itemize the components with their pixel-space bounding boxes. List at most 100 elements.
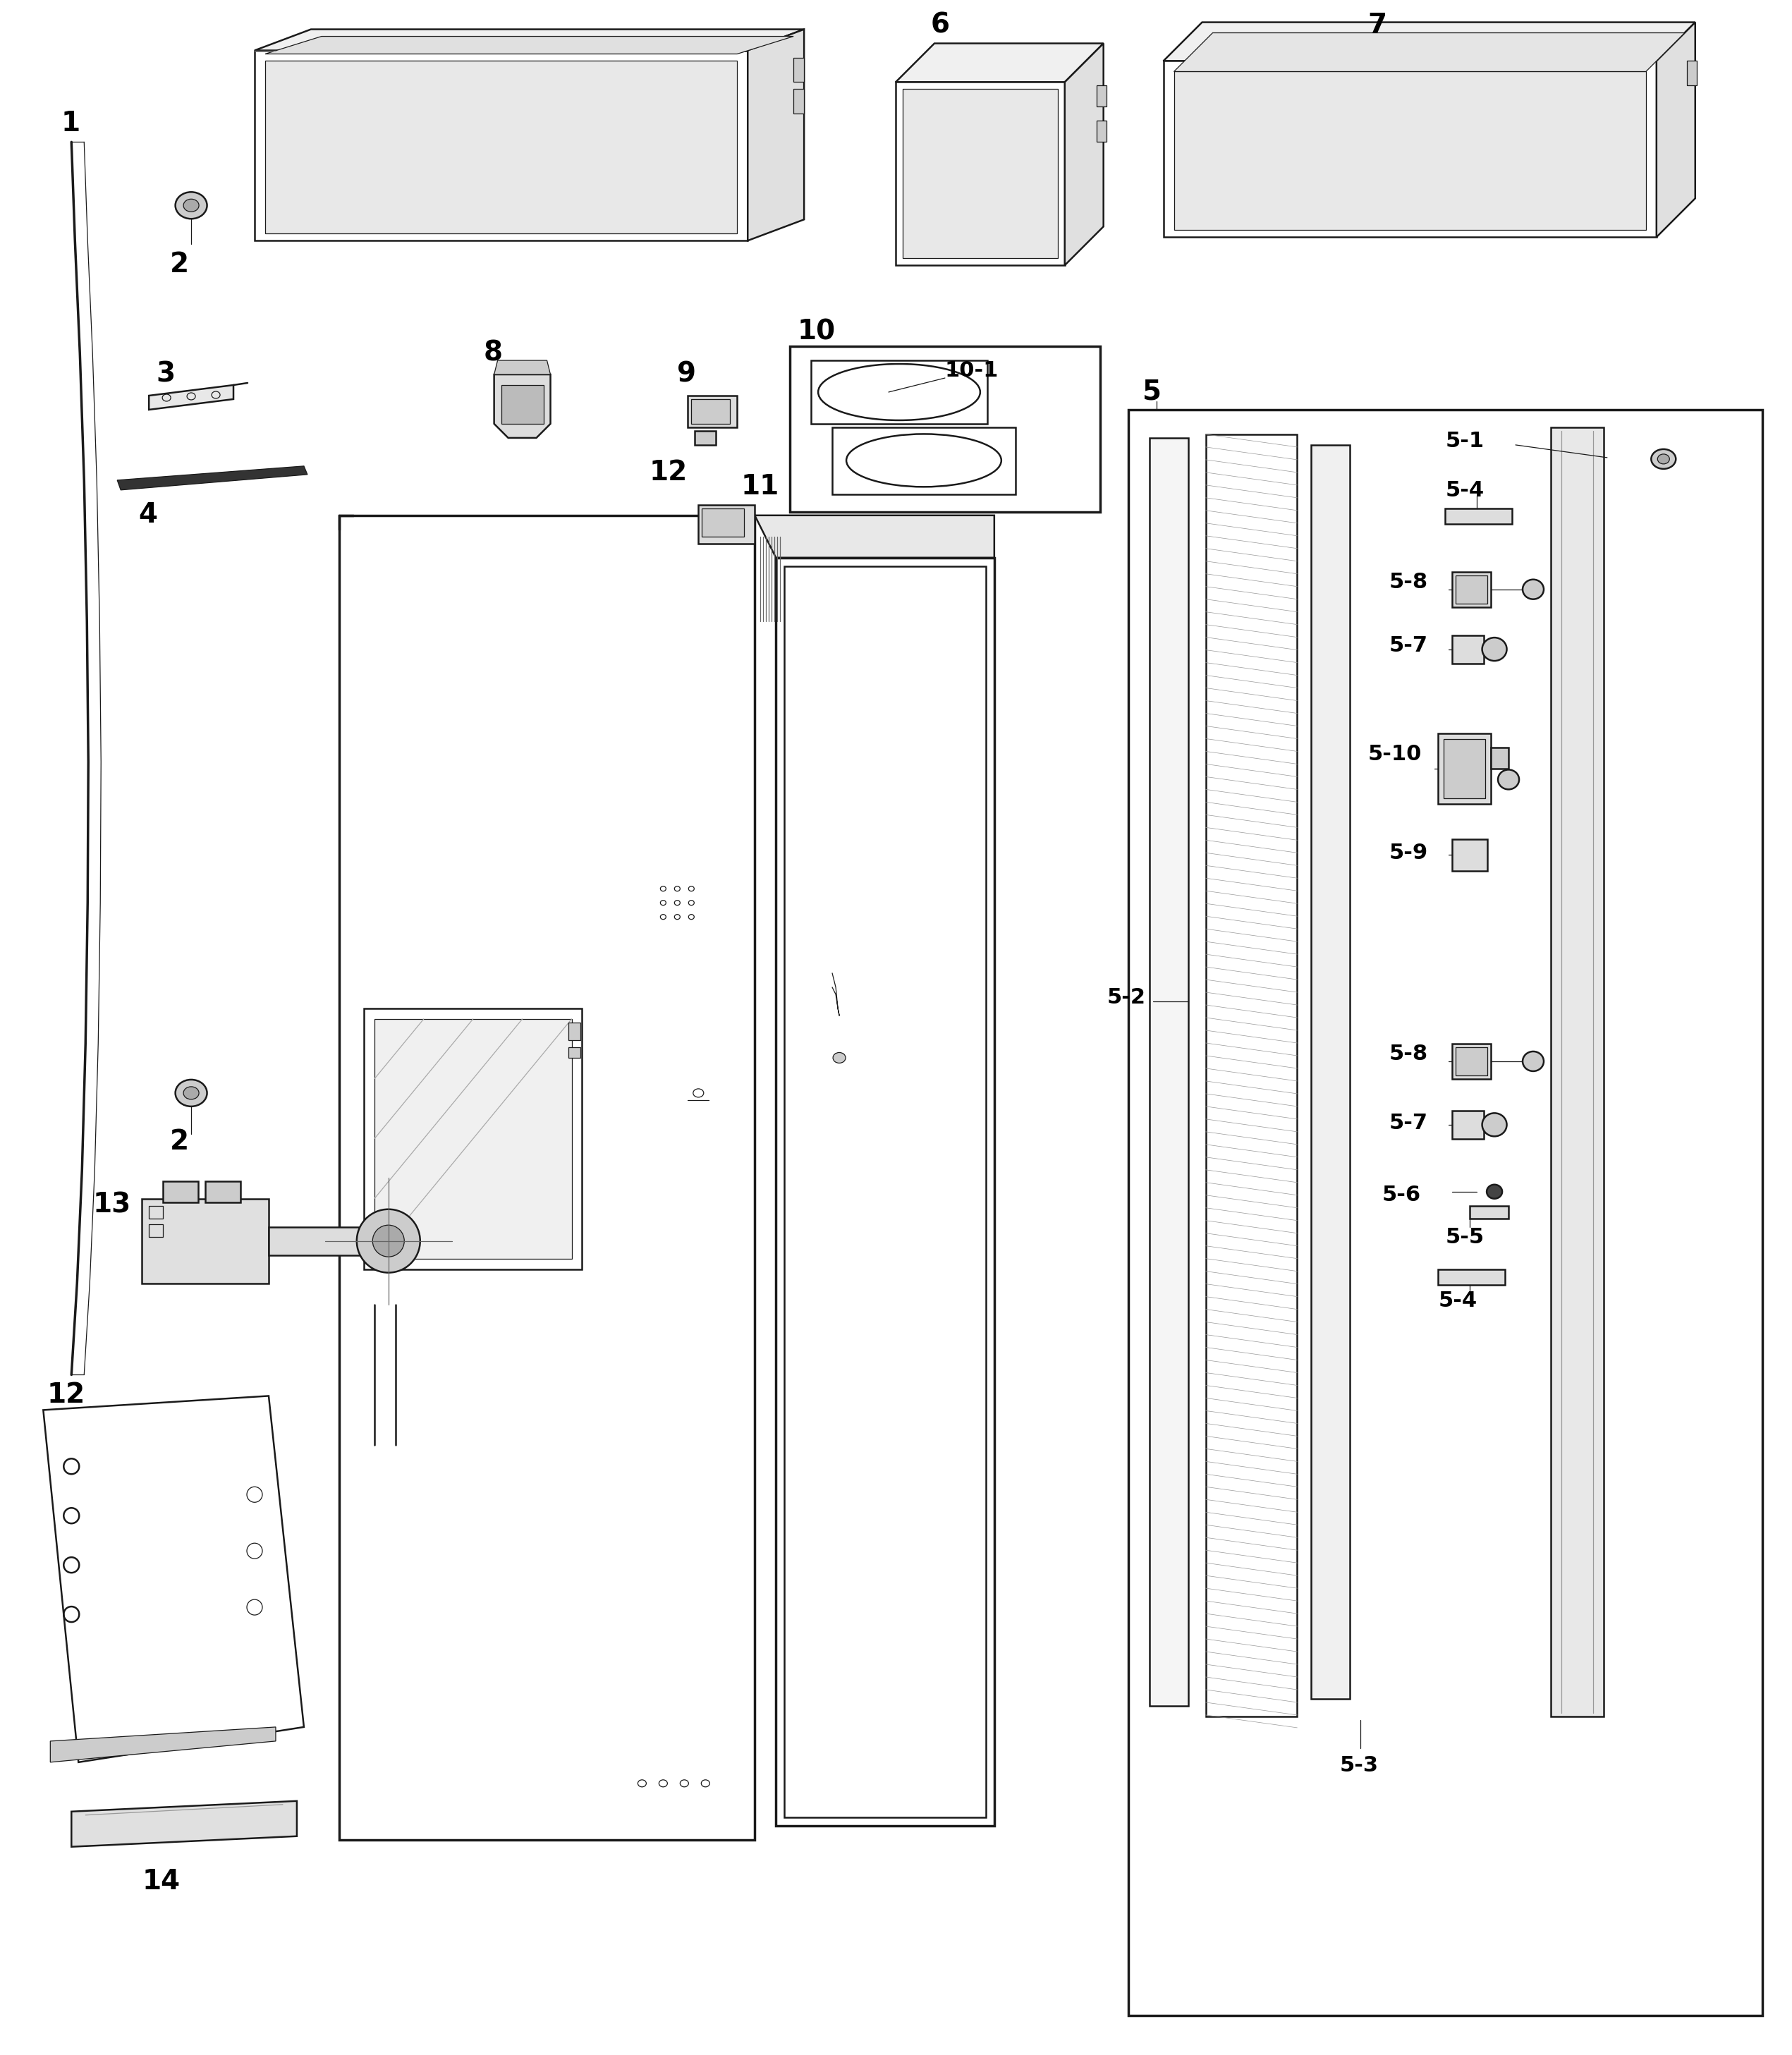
Bar	[1452, 635, 1484, 664]
Text: 10-1: 10-1	[944, 360, 998, 380]
Bar	[1452, 1110, 1484, 1138]
Text: 5-1: 5-1	[1444, 432, 1484, 452]
Text: 5-10: 5-10	[1367, 744, 1421, 764]
Polygon shape	[254, 51, 747, 240]
Polygon shape	[254, 29, 805, 51]
Ellipse shape	[176, 191, 208, 218]
Ellipse shape	[373, 1225, 405, 1258]
Ellipse shape	[833, 1052, 846, 1062]
Polygon shape	[754, 516, 995, 557]
Bar	[688, 397, 737, 427]
Polygon shape	[1174, 33, 1684, 72]
Ellipse shape	[357, 1208, 419, 1272]
Bar	[1129, 409, 1762, 2016]
Ellipse shape	[1487, 1184, 1502, 1198]
Ellipse shape	[1650, 450, 1676, 469]
Text: 5-8: 5-8	[1389, 1044, 1428, 1064]
Bar	[1452, 838, 1487, 871]
Text: 5-3: 5-3	[1339, 1755, 1378, 1776]
Bar	[1452, 1044, 1491, 1079]
Bar	[699, 506, 754, 543]
Ellipse shape	[1498, 771, 1520, 789]
Bar	[1312, 446, 1349, 1699]
Polygon shape	[149, 384, 233, 409]
Polygon shape	[1174, 72, 1645, 230]
Text: 5-2: 5-2	[1107, 986, 1145, 1007]
Bar	[1444, 508, 1512, 524]
Polygon shape	[265, 62, 737, 234]
Polygon shape	[776, 557, 995, 1825]
Bar	[794, 88, 805, 113]
Bar	[1097, 121, 1106, 142]
Bar	[1469, 1206, 1509, 1219]
Text: 14: 14	[142, 1868, 179, 1895]
Bar	[1444, 740, 1486, 799]
Polygon shape	[269, 1227, 389, 1256]
Bar	[1455, 575, 1487, 604]
Text: 5-7: 5-7	[1389, 635, 1428, 656]
Bar	[695, 432, 717, 446]
Bar	[1491, 748, 1509, 769]
Bar	[1550, 427, 1604, 1716]
Ellipse shape	[1482, 637, 1507, 662]
Bar	[702, 508, 744, 536]
Bar	[1149, 438, 1188, 1706]
Text: 5-8: 5-8	[1389, 571, 1428, 592]
Bar	[1686, 62, 1697, 86]
Ellipse shape	[183, 1087, 199, 1099]
Bar	[794, 58, 805, 82]
Polygon shape	[1163, 62, 1656, 236]
Bar	[149, 1225, 163, 1237]
Bar	[785, 565, 986, 1817]
Text: 12: 12	[649, 458, 688, 485]
Polygon shape	[72, 1800, 297, 1847]
Text: 12: 12	[47, 1381, 84, 1408]
Text: 13: 13	[93, 1192, 131, 1219]
Polygon shape	[116, 466, 308, 489]
Text: 8: 8	[484, 339, 502, 366]
Text: 2: 2	[170, 251, 190, 277]
Text: 5: 5	[1142, 378, 1161, 405]
Ellipse shape	[176, 1079, 208, 1106]
Ellipse shape	[183, 199, 199, 212]
Polygon shape	[43, 1395, 305, 1763]
Text: 5-7: 5-7	[1389, 1112, 1428, 1132]
Bar	[1097, 86, 1106, 107]
Text: 5-5: 5-5	[1444, 1227, 1484, 1247]
Ellipse shape	[1482, 1114, 1507, 1136]
Bar	[568, 1023, 581, 1040]
Polygon shape	[1064, 43, 1104, 265]
Text: 2: 2	[170, 1128, 190, 1155]
Text: 5-9: 5-9	[1389, 843, 1428, 863]
Text: 9: 9	[677, 360, 697, 386]
Bar	[1452, 571, 1491, 606]
Polygon shape	[903, 88, 1057, 259]
Polygon shape	[142, 1198, 269, 1282]
Polygon shape	[50, 1726, 276, 1763]
Bar	[1206, 434, 1297, 1716]
Text: 3: 3	[156, 360, 176, 386]
Text: 6: 6	[930, 12, 950, 39]
Ellipse shape	[1523, 1052, 1543, 1071]
Bar	[692, 399, 729, 423]
Bar	[375, 1019, 572, 1258]
Bar	[568, 1048, 581, 1058]
Text: 7: 7	[1367, 12, 1387, 39]
Text: 10: 10	[797, 319, 835, 345]
Bar	[790, 347, 1100, 512]
Polygon shape	[495, 374, 550, 438]
Bar	[502, 384, 543, 423]
Polygon shape	[339, 516, 754, 1839]
Text: 5-4: 5-4	[1444, 481, 1484, 501]
Polygon shape	[747, 29, 805, 240]
Polygon shape	[1163, 23, 1695, 62]
Bar	[1439, 1270, 1505, 1284]
Text: 4: 4	[138, 501, 158, 528]
Text: 5-4: 5-4	[1439, 1291, 1477, 1311]
Bar	[206, 1182, 240, 1202]
Text: 1: 1	[61, 111, 81, 138]
Ellipse shape	[1658, 454, 1670, 464]
Text: 5-6: 5-6	[1382, 1184, 1421, 1204]
Polygon shape	[495, 360, 550, 374]
Bar	[1455, 1048, 1487, 1075]
